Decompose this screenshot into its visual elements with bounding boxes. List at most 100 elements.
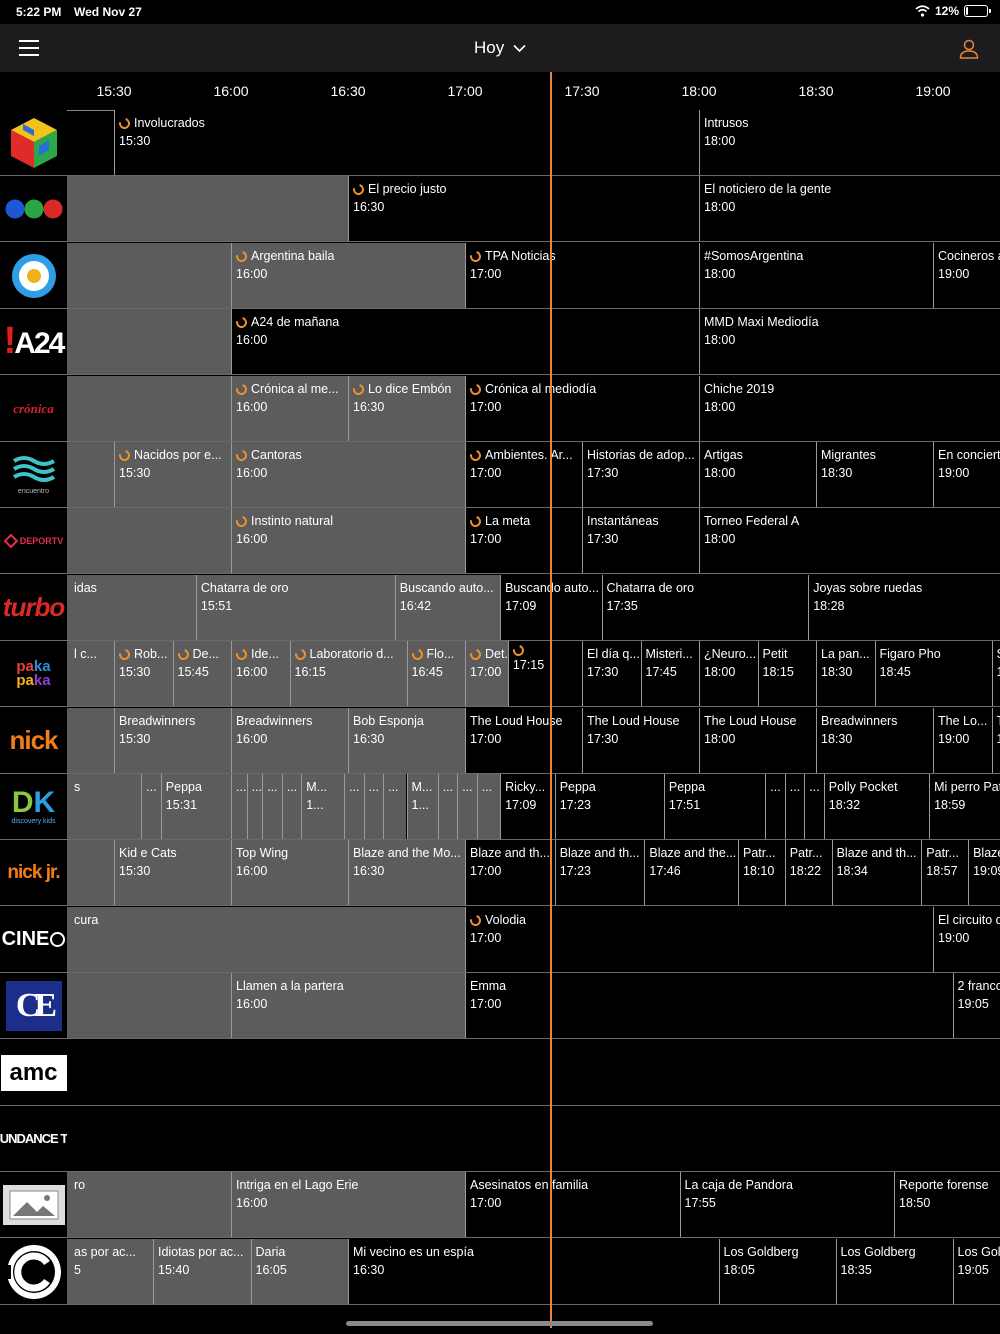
program-cell[interactable]: Mi perro Pat 18:59	[929, 774, 1000, 839]
program-cell[interactable]: Patr... 18:57	[921, 840, 969, 905]
program-cell[interactable]: Figaro Pho 18:45	[874, 641, 992, 706]
program-cell[interactable]: ...	[765, 774, 785, 839]
tvp-logo[interactable]	[0, 243, 67, 308]
program-cell[interactable]: Migrantes 18:30	[816, 442, 933, 507]
program-cell[interactable]: Chatarra de oro 17:35	[601, 575, 809, 640]
program-cell[interactable]: Blaze and th... 17:00	[465, 840, 555, 905]
program-cell[interactable]: ...	[363, 774, 384, 839]
discovery-kids-logo[interactable]: DK discovery kids	[0, 774, 67, 839]
program-cell[interactable]: El día q... 17:30	[582, 641, 641, 706]
program-cell[interactable]: cura	[0, 907, 502, 972]
ce-logo[interactable]: CE	[0, 973, 67, 1038]
program-cell[interactable]: Bob Esponja 16:30	[348, 708, 465, 773]
program-cell[interactable]: Mi vecino es un espía 16:30	[348, 1239, 719, 1304]
program-cell[interactable]: Peppa 17:23	[554, 774, 664, 839]
cube-logo[interactable]	[0, 110, 67, 175]
program-cell[interactable]: ...	[231, 774, 247, 839]
program-cell[interactable]: ...	[281, 774, 302, 839]
program-cell[interactable]: Artigas 18:00	[699, 442, 816, 507]
deportv-logo[interactable]: DEPORTV	[0, 508, 67, 573]
program-cell[interactable]: Breadwinners 16:00	[231, 708, 348, 773]
program-cell[interactable]: Blaze and th... 17:23	[554, 840, 645, 905]
program-cell[interactable]: Torneo Federal A 18:00	[699, 508, 1000, 573]
program-cell[interactable]: De... 15:45	[172, 641, 231, 706]
program-cell[interactable]: Crónica al me... 16:00	[231, 376, 348, 441]
day-selector[interactable]: Hoy	[0, 38, 1000, 58]
program-cell[interactable]: M... 1...	[301, 774, 345, 839]
program-cell[interactable]: Instantáneas 17:30	[582, 508, 699, 573]
program-cell[interactable]: The Loud House 17:00	[465, 708, 582, 773]
program-cell[interactable]: Emma 17:00	[465, 973, 953, 1038]
pakapaka-logo[interactable]: paka paka	[0, 641, 67, 706]
program-cell[interactable]: Ambientes. Ar... 17:00	[465, 442, 582, 507]
user-icon[interactable]	[958, 38, 980, 60]
program-cell[interactable]: Idiotas por ac... 15:40	[153, 1239, 251, 1304]
cronica-logo[interactable]: crónica	[0, 376, 67, 441]
program-cell[interactable]: ...	[141, 774, 161, 839]
encuentro-logo[interactable]: encuentro	[0, 442, 67, 507]
program-cell[interactable]: Instinto natural 16:00	[231, 508, 465, 573]
program-cell[interactable]: Ide... 16:00	[231, 641, 290, 706]
program-cell[interactable]: Petit 18:15	[757, 641, 816, 706]
program-cell[interactable]: Laboratorio d... 16:15	[289, 641, 407, 706]
program-cell[interactable]: Kid e Cats 15:30	[114, 840, 231, 905]
program-cell[interactable]: La pan... 18:30	[816, 641, 875, 706]
program-cell[interactable]: ...	[804, 774, 824, 839]
program-cell[interactable]: El noticiero de la gente 18:00	[699, 176, 1000, 241]
program-cell[interactable]: Intriga en el Lago Erie 16:00	[231, 1172, 465, 1237]
program-cell[interactable]: MMD Maxi Mediodía 18:00	[699, 309, 1000, 374]
program-cell[interactable]: Rob... 15:30	[114, 641, 173, 706]
program-cell[interactable]: Argentina baila 16:00	[231, 243, 465, 308]
program-cell[interactable]: Asesinatos en familia 17:00	[465, 1172, 680, 1237]
program-cell[interactable]: Patr... 18:22	[784, 840, 832, 905]
program-cell[interactable]: ...	[344, 774, 364, 839]
program-cell[interactable]: Blaze and the... 17:46	[644, 840, 738, 905]
program-cell[interactable]: En concierto. N 19:00	[933, 442, 1000, 507]
program-cell[interactable]: The Loud House 17:30	[582, 708, 699, 773]
program-cell[interactable]: Chatarra de oro 15:51	[195, 575, 395, 640]
program-cell[interactable]: La caja de Pandora 17:55	[679, 1172, 894, 1237]
program-cell[interactable]: Llamen a la partera 16:00	[231, 973, 465, 1038]
program-cell[interactable]: Breadwinners 18:30	[816, 708, 933, 773]
program-cell[interactable]: ...	[383, 774, 407, 839]
program-cell[interactable]: TPA Noticias 17:00	[465, 243, 699, 308]
program-cell[interactable]: The19:1	[991, 708, 1000, 773]
program-cell[interactable]: Breadwinners 15:30	[114, 708, 231, 773]
image-placeholder-icon[interactable]	[0, 1172, 67, 1237]
program-cell[interactable]: Crónica al mediodía 17:00	[465, 376, 699, 441]
program-cell[interactable]: Los Goldberg 18:05	[718, 1239, 836, 1304]
program-cell[interactable]: ...	[476, 774, 501, 839]
program-cell[interactable]: Patr... 18:10	[738, 840, 785, 905]
program-cell[interactable]: Lo dice Embón 16:30	[348, 376, 465, 441]
program-cell[interactable]: Daria 16:05	[250, 1239, 348, 1304]
program-cell[interactable]: Flo... 16:45	[406, 641, 465, 706]
program-cell[interactable]: Joyas sobre ruedas 18:28	[808, 575, 1000, 640]
cinear-logo[interactable]: CINE	[0, 907, 67, 972]
turbo-logo[interactable]: turbo	[0, 575, 67, 640]
program-cell[interactable]: ...	[784, 774, 805, 839]
program-cell[interactable]: M... 1...	[406, 774, 438, 839]
program-cell[interactable]: Nacidos por e... 15:30	[114, 442, 231, 507]
program-cell[interactable]: Misteri... 17:45	[640, 641, 699, 706]
program-cell[interactable]: Historias de adop... 17:30	[582, 442, 699, 507]
program-cell[interactable]: Det... 17:00	[465, 641, 508, 706]
program-cell[interactable]: Blaze an 19:09	[968, 840, 1000, 905]
program-cell[interactable]: Cocineros arge 19:00	[933, 243, 1000, 308]
program-cell[interactable]: A24 de mañana 16:00	[231, 309, 699, 374]
program-cell[interactable]: ...	[262, 774, 282, 839]
nickjr-logo[interactable]: nick jr.	[0, 840, 67, 905]
comedy-central-logo[interactable]	[0, 1239, 67, 1304]
program-cell[interactable]: ¿Neuro... 18:00	[699, 641, 758, 706]
three-dots-logo[interactable]	[0, 176, 67, 241]
program-cell[interactable]: 2 francos, 4 19:05	[952, 973, 1000, 1038]
program-cell[interactable]: Blaze and th... 18:34	[831, 840, 922, 905]
program-cell[interactable]: Top Wing 16:00	[231, 840, 348, 905]
program-cell[interactable]: Cantoras 16:00	[231, 442, 465, 507]
program-cell[interactable]: Volodia 17:00	[465, 907, 933, 972]
program-cell[interactable]: Chiche 2019 18:00	[699, 376, 1000, 441]
program-cell[interactable]: Blaze and the Mo... 16:30	[348, 840, 465, 905]
program-cell[interactable]: Involucrados 15:30	[114, 110, 699, 175]
sundance-logo[interactable]: SUNDANCE TV	[0, 1106, 67, 1171]
program-cell[interactable]: ...	[457, 774, 477, 839]
program-cell[interactable]: La meta 17:00	[465, 508, 582, 573]
